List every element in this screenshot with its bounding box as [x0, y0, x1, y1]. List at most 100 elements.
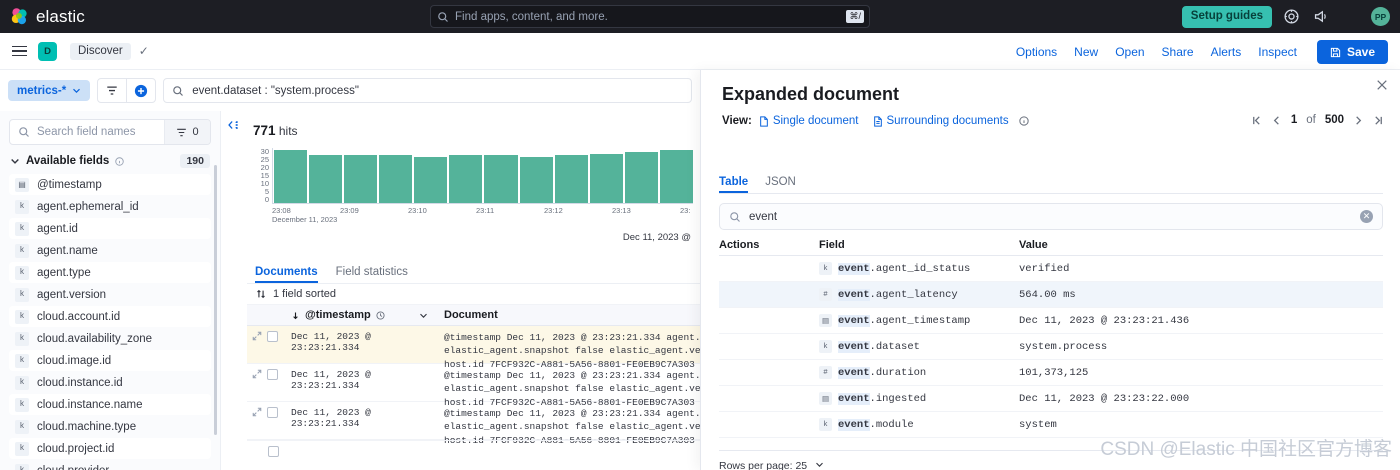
- field-item-agent-id[interactable]: k agent.id: [9, 218, 211, 239]
- histogram-bar[interactable]: [589, 153, 623, 203]
- field-item-cloud-image-id[interactable]: k cloud.image.id: [9, 350, 211, 371]
- filter-icon[interactable]: [98, 79, 126, 102]
- field-item-cloud-machine-type[interactable]: k cloud.machine.type: [9, 416, 211, 437]
- open-button[interactable]: Open: [1115, 45, 1145, 59]
- clear-input-icon[interactable]: ✕: [1360, 210, 1373, 223]
- collapse-sidebar-icon[interactable]: [226, 118, 240, 132]
- histogram-bar[interactable]: [484, 155, 518, 203]
- global-search-input[interactable]: Find apps, content, and more. ⌘/: [430, 5, 870, 28]
- view-surrounding-documents-link[interactable]: Surrounding documents: [873, 115, 1009, 127]
- chevron-down-icon[interactable]: [419, 311, 428, 320]
- histogram-bar[interactable]: [554, 155, 588, 203]
- elastic-logo[interactable]: elastic: [10, 7, 85, 27]
- search-input[interactable]: event.dataset : "system.process": [163, 78, 692, 103]
- sidebar-scrollbar[interactable]: [214, 165, 217, 435]
- field-item-cloud-account-id[interactable]: k cloud.account.id: [9, 306, 211, 327]
- y-tick: 5: [264, 187, 269, 197]
- expand-row-icon[interactable]: [252, 369, 262, 379]
- search-icon: [18, 126, 30, 138]
- row-checkbox[interactable]: [267, 369, 278, 380]
- table-row[interactable]: ▤ event .agent_timestamp Dec 11, 2023 @ 2…: [719, 308, 1383, 334]
- filter-icon: [176, 127, 187, 138]
- inspect-button[interactable]: Inspect: [1258, 45, 1297, 59]
- new-button[interactable]: New: [1074, 45, 1099, 59]
- table-row[interactable]: Dec 11, 2023 @ 23:23:21.334 @timestamp D…: [247, 326, 700, 370]
- rows-per-page-control[interactable]: Rows per page: 25: [719, 450, 1383, 470]
- table-row[interactable]: ▤ event .ingested Dec 11, 2023 @ 23:23:22…: [719, 386, 1383, 412]
- sorted-fields-row[interactable]: 1 field sorted: [247, 284, 700, 305]
- histogram-chart[interactable]: 30 25 20 15 10 5 0 23:08 23:09 23:10 23:11 2…: [253, 148, 693, 243]
- page-prev-icon[interactable]: [1271, 115, 1282, 126]
- tab-table[interactable]: Table: [719, 176, 748, 193]
- keyword-type-icon: k: [15, 375, 29, 390]
- share-button[interactable]: Share: [1161, 45, 1194, 59]
- histogram-bar[interactable]: [449, 155, 483, 203]
- table-row[interactable]: k event .agent_id_status verified: [719, 256, 1383, 282]
- histogram-bar[interactable]: [344, 155, 378, 203]
- table-row[interactable]: [247, 440, 700, 470]
- available-fields-header[interactable]: Available fields 190: [0, 145, 220, 174]
- row-checkbox[interactable]: [267, 331, 278, 342]
- field-item-cloud-instance-id[interactable]: k cloud.instance.id: [9, 372, 211, 393]
- page-first-icon[interactable]: [1251, 115, 1262, 126]
- tab-json[interactable]: JSON: [765, 176, 796, 188]
- field-item-cloud-project-id[interactable]: k cloud.project.id: [9, 438, 211, 459]
- field-filter-search-input[interactable]: event ✕: [719, 203, 1383, 230]
- histogram-bar[interactable]: [379, 155, 413, 203]
- field-item-cloud-provider[interactable]: k cloud.provider: [9, 460, 211, 470]
- help-icon[interactable]: [1283, 8, 1300, 25]
- field-item-agent-version[interactable]: k agent.version: [9, 284, 211, 305]
- avatar[interactable]: PP: [1371, 7, 1390, 26]
- number-type-icon: #: [819, 366, 832, 379]
- y-tick: 25: [260, 155, 269, 165]
- field-item-cloud-instance-name[interactable]: k cloud.instance.name: [9, 394, 211, 415]
- histogram-bar[interactable]: [519, 157, 553, 203]
- table-row[interactable]: # event .agent_latency 564.00 ms: [719, 282, 1383, 308]
- expand-row-icon[interactable]: [252, 407, 262, 417]
- app-badge[interactable]: D: [38, 41, 57, 61]
- histogram-bar[interactable]: [659, 149, 693, 203]
- table-row[interactable]: k event .module system: [719, 412, 1383, 438]
- histogram-bar[interactable]: [414, 157, 448, 203]
- field-item-cloud-availability-zone[interactable]: k cloud.availability_zone: [9, 328, 211, 349]
- field-item-agent-name[interactable]: k agent.name: [9, 240, 211, 261]
- save-button[interactable]: Save: [1316, 40, 1388, 64]
- hamburger-menu-icon[interactable]: [12, 43, 27, 60]
- setup-guides-button[interactable]: Setup guides: [1181, 6, 1272, 28]
- megaphone-icon[interactable]: [1313, 8, 1330, 25]
- row-field: k event .module: [819, 418, 1019, 431]
- histogram-bar[interactable]: [309, 155, 343, 203]
- field-search-input[interactable]: Search field names 0: [9, 119, 211, 145]
- chart-time-caption: Dec 11, 2023 @: [622, 232, 691, 243]
- field-item-timestamp[interactable]: ▤ @timestamp: [9, 174, 211, 195]
- row-checkbox[interactable]: [268, 446, 279, 457]
- page-next-icon[interactable]: [1353, 115, 1364, 126]
- table-row[interactable]: Dec 11, 2023 @ 23:23:21.334 @timestamp D…: [247, 402, 700, 446]
- keyword-type-icon: k: [15, 397, 29, 412]
- table-row[interactable]: Dec 11, 2023 @ 23:23:21.334 @timestamp D…: [247, 364, 700, 408]
- tab-documents[interactable]: Documents: [255, 266, 318, 283]
- breadcrumb[interactable]: Discover: [70, 42, 131, 60]
- field-item-agent-ephemeral-id[interactable]: k agent.ephemeral_id: [9, 196, 211, 217]
- histogram-bar[interactable]: [274, 149, 308, 203]
- options-button[interactable]: Options: [1015, 45, 1058, 59]
- alerts-button[interactable]: Alerts: [1210, 45, 1242, 59]
- data-view-picker[interactable]: metrics-*: [8, 80, 91, 101]
- view-single-document-link[interactable]: Single document: [759, 115, 859, 127]
- column-header-document[interactable]: Document: [444, 309, 498, 321]
- field-item-agent-type[interactable]: k agent.type: [9, 262, 211, 283]
- close-icon[interactable]: [1376, 79, 1388, 91]
- expand-row-icon[interactable]: [252, 331, 262, 341]
- plus-circle-icon[interactable]: [127, 79, 155, 102]
- row-checkbox[interactable]: [267, 407, 278, 418]
- column-header-timestamp[interactable]: @timestamp: [291, 309, 435, 321]
- table-row[interactable]: k event .dataset system.process: [719, 334, 1383, 360]
- info-icon[interactable]: [1018, 116, 1029, 126]
- date-type-icon: ▤: [819, 392, 832, 405]
- histogram-bar[interactable]: [624, 151, 658, 203]
- field-filter-button[interactable]: 0: [164, 120, 210, 144]
- page-last-icon[interactable]: [1373, 115, 1384, 126]
- table-row[interactable]: # event .duration 101,373,125: [719, 360, 1383, 386]
- tab-field-statistics[interactable]: Field statistics: [335, 266, 408, 278]
- chevron-down-icon: [10, 156, 20, 166]
